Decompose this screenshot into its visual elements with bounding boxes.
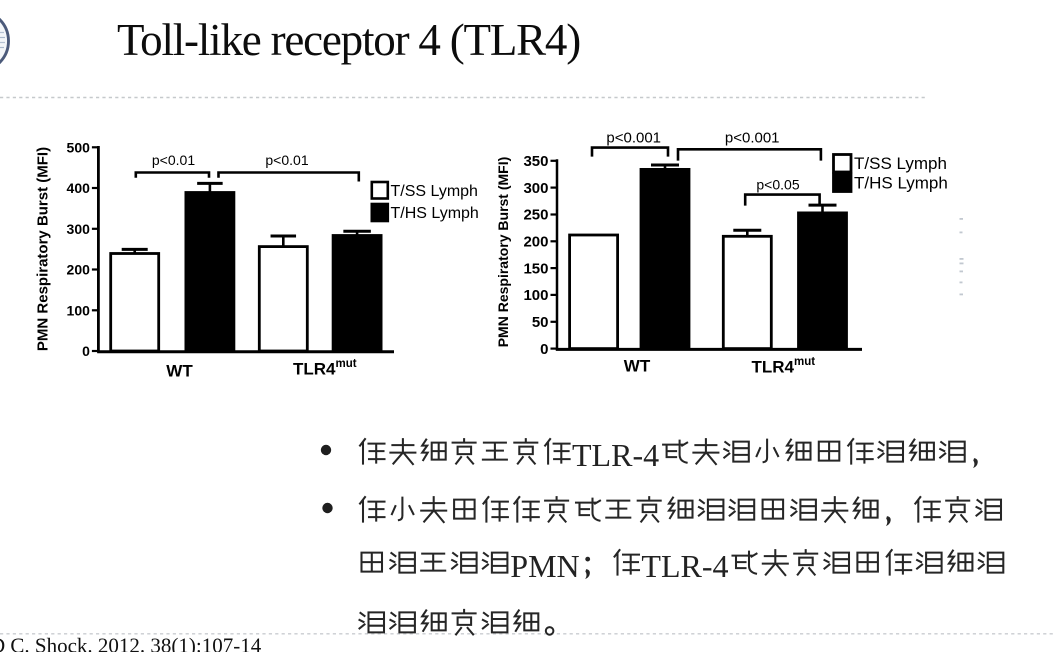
svg-text:p<0.05: p<0.05 — [756, 176, 799, 192]
svg-text:100: 100 — [67, 302, 91, 318]
svg-text:PMN: PMN — [510, 548, 579, 584]
svg-text:T/HS Lymph: T/HS Lymph — [391, 205, 479, 222]
svg-text:p<0.001: p<0.001 — [606, 130, 661, 147]
svg-text:TLR4mut: TLR4mut — [293, 358, 357, 379]
svg-text:400: 400 — [67, 180, 91, 196]
svg-text:50: 50 — [532, 314, 549, 331]
svg-text:p<0.01: p<0.01 — [265, 152, 308, 168]
svg-text:Toll-like receptor 4 (TLR4): Toll-like receptor 4 (TLR4) — [117, 15, 580, 65]
svg-text:D C. Shock. 2012. 38(1):107-14: D C. Shock. 2012. 38(1):107-14 — [0, 633, 262, 652]
svg-text:WT: WT — [166, 361, 193, 380]
svg-text:300: 300 — [523, 180, 548, 197]
svg-text:p<0.001: p<0.001 — [725, 130, 780, 147]
svg-text:150: 150 — [523, 260, 548, 277]
svg-text:T/SS Lymph: T/SS Lymph — [391, 183, 478, 200]
svg-text:T/SS Lymph: T/SS Lymph — [854, 154, 947, 173]
svg-text:500: 500 — [67, 139, 91, 155]
svg-text:100: 100 — [523, 287, 548, 304]
svg-text:250: 250 — [523, 207, 548, 224]
svg-text:T/HS Lymph: T/HS Lymph — [854, 174, 948, 193]
svg-text:TLR-4: TLR-4 — [572, 437, 659, 473]
svg-text:0: 0 — [82, 343, 90, 359]
svg-text:PMN Respiratory Burst (MFI): PMN Respiratory Burst (MFI) — [35, 147, 52, 351]
svg-text:p<0.01: p<0.01 — [152, 152, 195, 168]
svg-text:TLR4mut: TLR4mut — [752, 356, 816, 377]
svg-text:350: 350 — [523, 153, 548, 170]
svg-text:0: 0 — [540, 341, 548, 358]
svg-text:200: 200 — [523, 234, 548, 251]
svg-text:200: 200 — [67, 262, 91, 278]
svg-text:WT: WT — [624, 356, 651, 375]
svg-text:PMN Respiratory Burst (MFI): PMN Respiratory Burst (MFI) — [495, 157, 511, 348]
svg-text:TLR-4: TLR-4 — [641, 548, 728, 584]
svg-text:300: 300 — [67, 221, 91, 237]
